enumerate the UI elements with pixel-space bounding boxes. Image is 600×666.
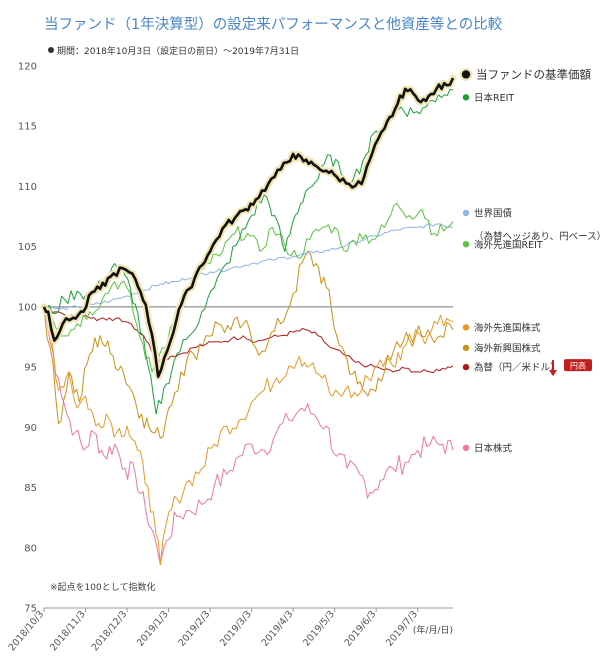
legend-marker: [462, 363, 470, 371]
series-line-1: [43, 88, 454, 415]
y-tick-label: 105: [18, 242, 37, 253]
yen-badge: [564, 359, 592, 372]
index-note: ※起点を100として指数化: [50, 581, 155, 593]
legend-label-fund: 当ファンドの基準価額: [476, 67, 591, 81]
series-line-3: [43, 202, 454, 373]
series-line-6: [43, 306, 454, 374]
x-tick-label: 2018/11/3: [48, 609, 88, 653]
period-text: 期間：2018年10月3日（設定日の前日）～2019年7月31日: [48, 44, 299, 57]
legend-marker: [462, 444, 470, 452]
legend-label: 日本株式: [474, 442, 513, 454]
legend-label: 海外新興国株式: [474, 342, 541, 354]
series-line-2: [43, 223, 454, 311]
fund-legend-marker: [461, 70, 471, 79]
legend-label: 為替（円／米ドル）: [474, 362, 560, 374]
period-label: 期間：2018年10月3日（設定日の前日）～2019年7月31日: [57, 47, 300, 57]
y-tick-label: 75: [24, 604, 37, 615]
y-tick-label: 100: [18, 302, 37, 313]
legend-label: 海外先進国REIT: [474, 239, 543, 251]
series-line-5: [43, 250, 454, 439]
x-tick-label: 2019/3/3: [218, 609, 254, 649]
series-line-4: [43, 306, 454, 566]
legend-label: 日本REIT: [474, 92, 514, 104]
legend-marker: [462, 344, 470, 352]
x-tick-label: 2019/6/3: [343, 609, 379, 649]
x-tick-label: 2019/4/3: [260, 609, 296, 649]
x-tick-label: 2019/1/3: [135, 609, 171, 649]
y-tick-label: 120: [18, 62, 37, 73]
legend-marker: [462, 324, 470, 331]
fund-line-glow: [40, 74, 457, 381]
y-tick-label: 85: [24, 483, 37, 494]
y-tick-label: 90: [24, 423, 37, 434]
x-tick-label: 2018/10/3: [7, 609, 47, 653]
y-tick-label: 95: [24, 363, 37, 374]
legend-label: 世界国債: [474, 207, 513, 219]
x-tick-label: 2019/5/3: [301, 609, 337, 649]
chart-title: 当ファンド（1年決算型）の設定来パフォーマンスと他資産等との比較: [44, 17, 503, 33]
bullet-icon: [48, 47, 54, 53]
x-tick-label: 2018/12/3: [90, 609, 130, 653]
y-tick-label: 110: [18, 182, 37, 193]
y-tick-label: 80: [24, 543, 37, 554]
yen-badge-label: 円高: [570, 361, 586, 371]
down-arrow-head: [549, 370, 557, 377]
series-line-7: [43, 306, 454, 566]
legend-marker: [462, 209, 470, 217]
x-unit-label: (年/月/日): [413, 624, 453, 636]
legend-marker: [462, 241, 470, 248]
x-tick-label: 2019/2/3: [177, 609, 213, 649]
legend-sublabel: （為替ヘッジあり、円ベース）: [474, 230, 600, 242]
legend-marker: [462, 94, 470, 101]
y-tick-label: 115: [18, 122, 37, 133]
legend-label: 海外先進国株式: [474, 322, 541, 334]
fund-line: [42, 77, 455, 378]
